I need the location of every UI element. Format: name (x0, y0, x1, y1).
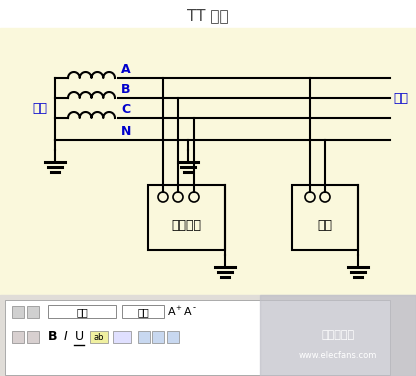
Text: A: A (184, 307, 192, 317)
Text: N: N (121, 125, 131, 138)
Text: -: - (193, 303, 196, 312)
Text: B: B (121, 83, 131, 96)
Bar (148, 185, 225, 250)
Text: A: A (168, 307, 176, 317)
Text: +: + (175, 305, 181, 311)
Bar (122, 305, 164, 318)
Bar (0, 28, 416, 295)
Text: 负荷: 负荷 (393, 91, 408, 105)
Bar (48, 305, 116, 318)
Bar (12, 306, 24, 318)
Bar (90, 331, 108, 343)
Bar (27, 306, 39, 318)
Text: 小四: 小四 (137, 307, 149, 317)
Text: A: A (121, 63, 131, 76)
Text: 三相设备: 三相设备 (171, 219, 201, 232)
Text: 电子发烧友: 电子发烧友 (322, 330, 354, 340)
Text: 电源: 电源 (32, 103, 47, 115)
Bar (152, 331, 164, 343)
Text: www.elecfans.com: www.elecfans.com (299, 350, 377, 359)
Bar (27, 331, 39, 343)
Bar (12, 331, 24, 343)
Text: C: C (121, 103, 130, 116)
Bar (5, 300, 390, 375)
Text: B: B (48, 331, 58, 344)
Bar (0, 295, 416, 376)
Bar (0, 0, 416, 28)
Text: I: I (64, 331, 68, 344)
Bar (167, 331, 179, 343)
Bar (292, 185, 358, 250)
Bar (260, 295, 416, 376)
Text: 单相: 单相 (317, 219, 332, 232)
Bar (138, 331, 150, 343)
Bar (113, 331, 131, 343)
Text: 宋体: 宋体 (76, 307, 88, 317)
Text: U: U (74, 331, 84, 344)
Text: TT 系统: TT 系统 (187, 9, 229, 23)
Text: ab: ab (94, 332, 104, 341)
